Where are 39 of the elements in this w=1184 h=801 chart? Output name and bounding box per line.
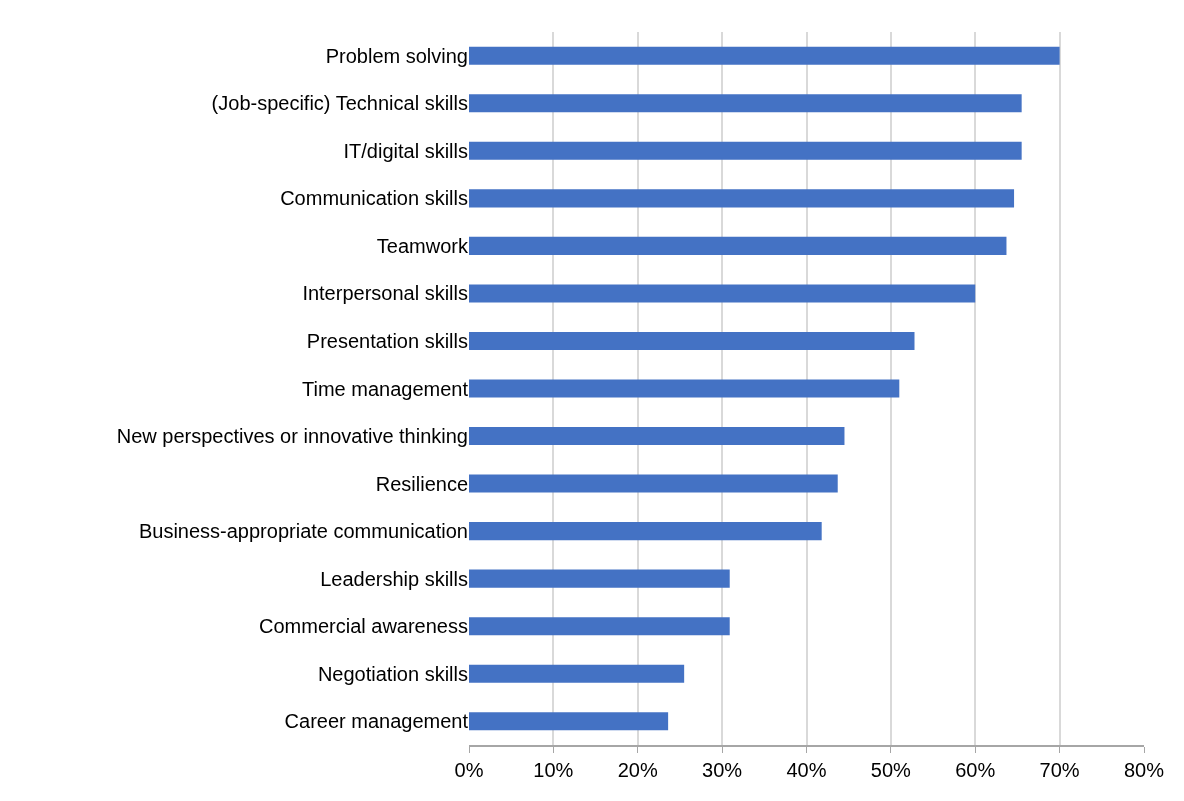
bar	[469, 712, 669, 731]
y-tick-label: (Job-specific) Technical skills	[211, 92, 468, 115]
x-tick-label: 80%	[1123, 758, 1165, 781]
bar	[469, 189, 1015, 208]
bar	[469, 331, 915, 350]
bar	[469, 569, 730, 588]
x-tick-label: 50%	[870, 758, 912, 781]
y-tick-label: Negotiation skills	[317, 662, 468, 685]
y-tick-label: Problem solving	[325, 44, 468, 67]
x-tick-label: 20%	[617, 758, 658, 781]
y-tick-label: Interpersonal skills	[302, 282, 468, 305]
bar	[469, 141, 1022, 160]
y-tick-label: Resilience	[375, 472, 468, 495]
x-tick-label: 10%	[533, 758, 574, 781]
bar	[469, 94, 1022, 113]
bar	[469, 379, 900, 398]
y-tick-label: Time management	[302, 377, 469, 400]
bar	[469, 474, 838, 493]
y-tick-label: Commercial awareness	[259, 615, 468, 638]
y-tick-label: IT/digital skills	[343, 139, 468, 162]
y-tick-label: Presentation skills	[306, 329, 468, 352]
bar	[469, 427, 845, 446]
y-tick-label: Leadership skills	[320, 567, 468, 590]
x-tick-label: 0%	[454, 758, 484, 781]
bar	[469, 284, 976, 303]
x-tick-label: 70%	[1039, 758, 1080, 781]
bar	[469, 236, 1007, 255]
x-tick-label: 30%	[702, 758, 743, 781]
y-tick-label: Business-appropriate communication	[138, 520, 468, 543]
y-tick-label: Teamwork	[376, 234, 469, 257]
x-tick-label: 60%	[955, 758, 996, 781]
x-tick-label: 40%	[786, 758, 827, 781]
bar	[469, 522, 822, 541]
bar	[469, 46, 1060, 65]
y-tick-label: Communication skills	[280, 187, 468, 210]
y-tick-label: New perspectives or innovative thinking	[116, 425, 468, 448]
y-tick-label: Career management	[284, 710, 469, 733]
bar	[469, 664, 685, 683]
bar	[469, 617, 730, 636]
